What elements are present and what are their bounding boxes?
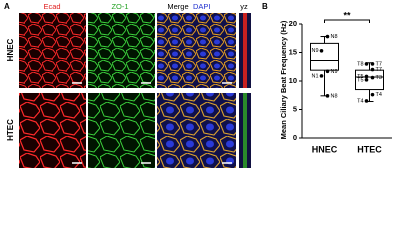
- point-label: T5: [357, 74, 363, 80]
- point: [364, 99, 369, 103]
- point-label: T4: [357, 98, 363, 104]
- y-axis-label: Mean Ciliary Beat Frequency (Hz): [279, 20, 288, 139]
- point: [325, 34, 330, 39]
- figure: A Ecad ZO-1 Merge DAPI yz HNEC HTEC B Me…: [4, 2, 392, 168]
- point-label: N9: [311, 48, 318, 54]
- x-tick-label: HNEC: [312, 144, 338, 154]
- row-label: HTEC: [6, 119, 15, 141]
- image-zo1: [88, 13, 155, 88]
- y-tick-label: 0: [293, 133, 297, 142]
- panel-label: B: [262, 2, 268, 11]
- column-header: DAPI: [193, 2, 211, 11]
- point: [325, 69, 330, 74]
- point: [370, 75, 375, 80]
- point: [370, 92, 375, 97]
- column-header: yz: [240, 2, 248, 11]
- point-label: T7: [376, 67, 382, 73]
- point-label: T5: [357, 77, 363, 83]
- image-ecad: [19, 13, 86, 88]
- significance-bracket: [324, 19, 370, 23]
- column-header: Merge: [167, 2, 188, 11]
- point: [364, 78, 369, 82]
- point: [319, 48, 324, 53]
- point-label: N8: [331, 93, 338, 99]
- x-tick-label: HTEC: [357, 144, 382, 154]
- point: [364, 62, 369, 66]
- image-merge: [157, 13, 236, 88]
- point-label: N9: [331, 69, 338, 75]
- point-label: N8: [331, 34, 338, 40]
- y-tick-label: 10: [289, 76, 297, 85]
- micrographs: [19, 13, 251, 168]
- y-tick-label: 20: [289, 19, 297, 28]
- point: [325, 94, 330, 98]
- image-zo1: [88, 93, 155, 168]
- image-ecad: [19, 93, 86, 168]
- point-label: N1: [311, 73, 318, 79]
- point-label: T7: [376, 61, 382, 67]
- point: [370, 67, 375, 72]
- point: [364, 74, 369, 79]
- point-label: T4: [376, 92, 382, 98]
- row-label: HNEC: [6, 38, 15, 61]
- box: [310, 42, 339, 71]
- panel-label: A: [4, 2, 10, 11]
- significance: **: [343, 10, 351, 20]
- point-label: T3: [376, 75, 382, 81]
- y-tick-label: 5: [293, 104, 297, 113]
- box: [355, 69, 384, 91]
- point-label: T8: [357, 61, 363, 67]
- point: [370, 62, 375, 66]
- point: [319, 74, 324, 78]
- column-header: ZO-1: [111, 2, 128, 11]
- image-yz: [243, 13, 247, 88]
- column-header: Ecad: [43, 2, 60, 11]
- y-tick-label: 15: [289, 47, 297, 56]
- image-yz: [243, 93, 247, 168]
- image-merge: [157, 93, 236, 168]
